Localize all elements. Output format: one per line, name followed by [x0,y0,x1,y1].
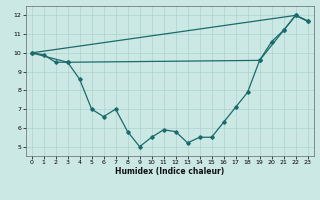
X-axis label: Humidex (Indice chaleur): Humidex (Indice chaleur) [115,167,224,176]
